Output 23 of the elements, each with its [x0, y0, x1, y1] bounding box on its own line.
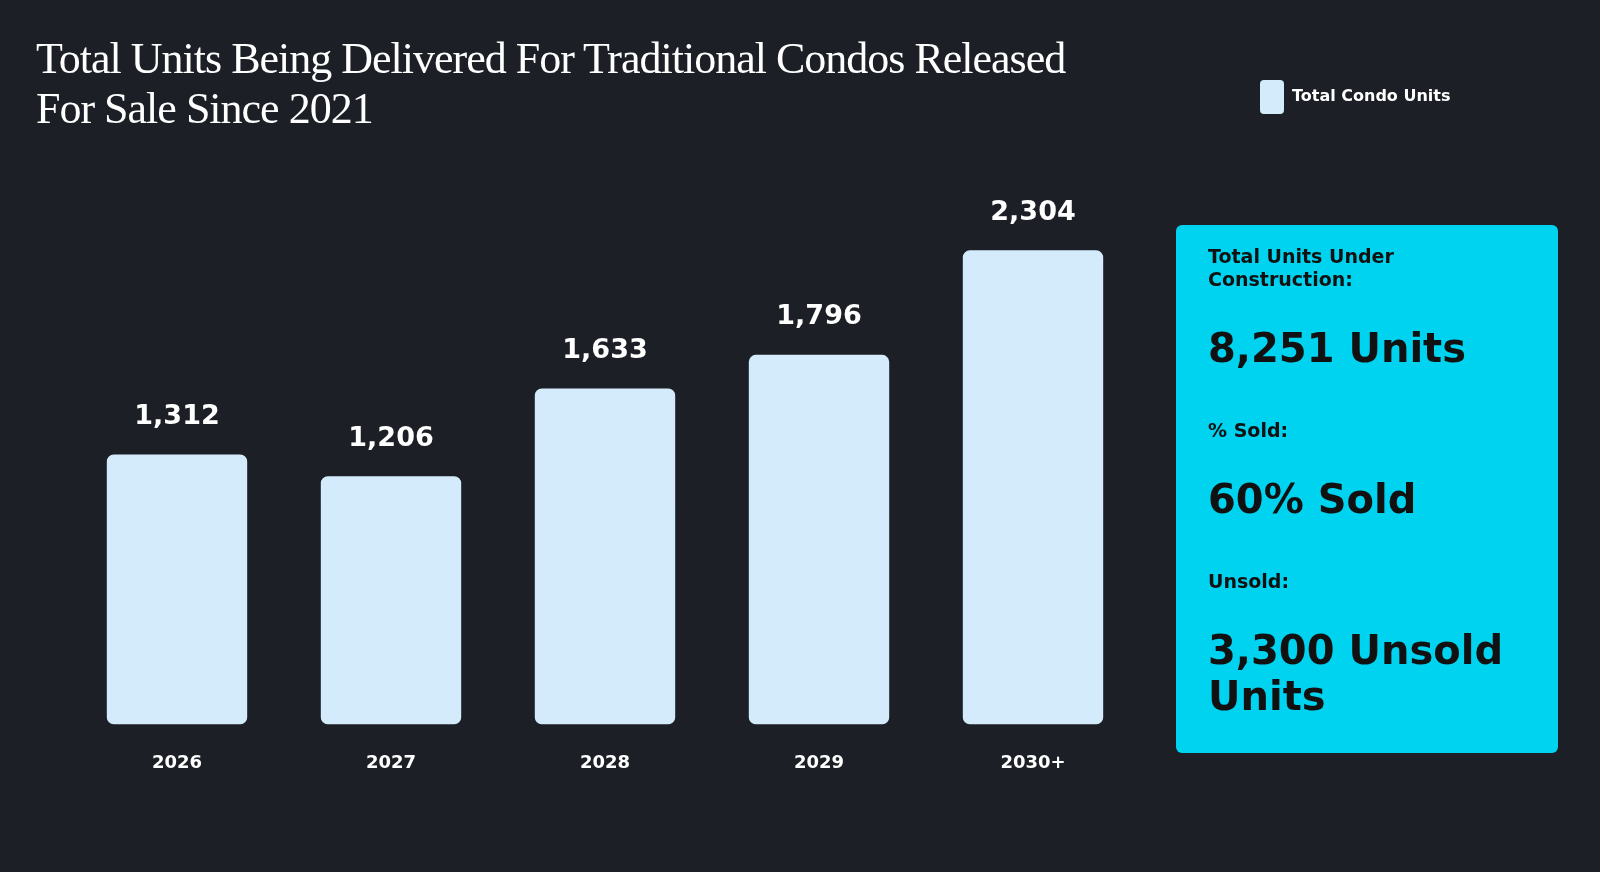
data-label: 1,312	[134, 398, 220, 430]
data-label: 1,633	[562, 332, 648, 364]
bar	[962, 250, 1104, 725]
bar	[748, 354, 890, 725]
x-tick-label: 2029	[793, 750, 845, 772]
text: 8,251 Units	[1208, 325, 1468, 371]
x-tick-label: 2028	[579, 750, 631, 772]
data-label: 1,206	[348, 420, 434, 452]
x-tick-label: 2026	[151, 750, 203, 772]
chart-title: Total Units Being Delivered For Traditional Condos Released For Sale Since 2021	[36, 34, 1067, 134]
x-tick-label: 2030+	[1000, 750, 1066, 772]
text: 3,300 Unsold Units	[1208, 627, 1505, 719]
text: 60% Sold	[1208, 476, 1418, 522]
bar	[320, 476, 462, 725]
text: Total Units Under Construction:	[1208, 245, 1395, 291]
data-label: 2,304	[990, 194, 1076, 226]
text: Unsold:	[1208, 570, 1291, 593]
text: % Sold:	[1208, 419, 1290, 442]
bar	[106, 454, 248, 725]
bar	[534, 388, 676, 725]
x-tick-label: 2027	[365, 750, 417, 772]
legend-label: Total Condo Units	[1292, 86, 1451, 106]
data-label: 1,796	[776, 299, 862, 331]
